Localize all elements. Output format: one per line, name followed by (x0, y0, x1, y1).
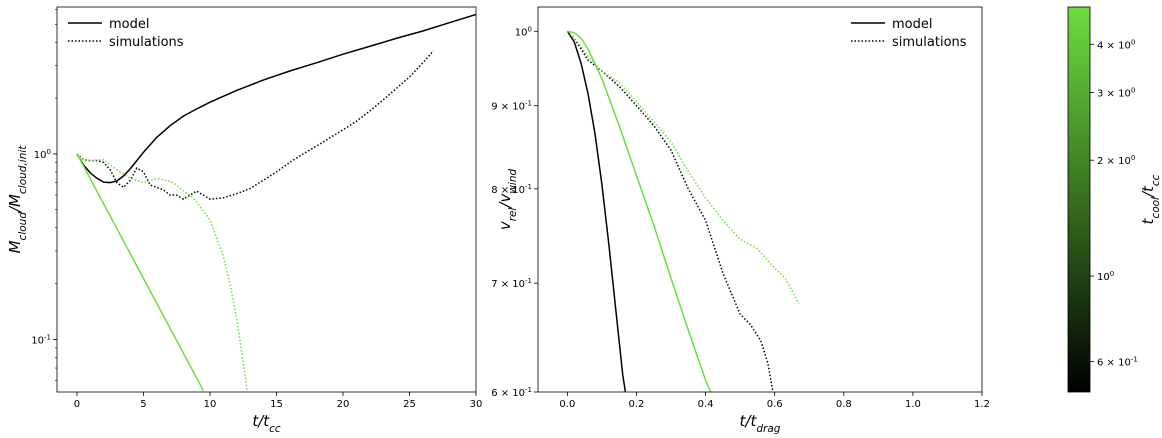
y-axis-label: vrel/vwind (496, 168, 519, 230)
series-line-4 (566, 30, 800, 304)
series-line-1 (566, 30, 627, 392)
x-tick-label: 0.8 (836, 399, 852, 410)
colorbar-tick-label: 4 × 100 (1097, 38, 1135, 51)
legend-label: simulations (109, 35, 184, 50)
x-tick-label: 0 (74, 399, 80, 410)
colorbar-tick-label: 100 (1097, 270, 1114, 283)
x-tick-label: 30 (470, 399, 483, 410)
x-tick-label: 5 (140, 399, 146, 410)
mass-panel: 0 5 10 15 20 25 30 10-1 100 t/tcc Mcloud/Mcloud,in… (6, 6, 483, 435)
series-line-3 (567, 30, 712, 392)
series-line-3 (76, 153, 204, 391)
series-group (76, 13, 476, 391)
series-line-2 (76, 50, 434, 200)
y-tick-label: 8 × 10-1 (491, 183, 532, 196)
x-tick-label: 0.6 (767, 399, 783, 410)
legend-label: simulations (892, 35, 967, 50)
y-axis-label: Mcloud/Mcloud,init (6, 145, 29, 254)
colorbar-tick-label: 2 × 100 (1097, 154, 1135, 167)
legend-label: model (109, 17, 149, 32)
x-axis-label: t/tcc (252, 412, 281, 435)
series-line-2 (566, 30, 774, 392)
series-line-4 (76, 153, 248, 391)
y-tick-label: 10-1 (31, 333, 51, 346)
colorbar-tick-label: 3 × 100 (1097, 86, 1135, 99)
x-tick-label: 0.2 (629, 399, 645, 410)
axes-frame (537, 6, 983, 393)
axes-frame (56, 6, 477, 393)
y-tick-label: 7 × 10-1 (491, 277, 532, 290)
series-line-1 (76, 13, 476, 184)
y-tick-label: 9 × 10-1 (491, 100, 532, 113)
legend: model simulations (851, 17, 967, 50)
colorbar: 6 × 10-1 100 2 × 100 3 × 100 4 × 100 tcool/tc… (1067, 6, 1162, 393)
x-tick-label: 20 (337, 399, 350, 410)
colorbar-tick-label: 6 × 10-1 (1097, 356, 1138, 369)
y-tick-label: 6 × 10-1 (491, 386, 532, 399)
x-tick-label: 0.4 (698, 399, 714, 410)
x-axis-label: t/tdrag (740, 412, 781, 435)
series-group (566, 30, 800, 392)
x-tick-label: 25 (403, 399, 416, 410)
legend: model simulations (68, 17, 184, 50)
x-tick-label: 10 (204, 399, 217, 410)
velocity-panel: 0.0 0.2 0.4 0.6 0.8 1.0 1.2 6 × 10-1 7 × 10-1 8 ×… (491, 6, 990, 435)
y-tick-label: 100 (515, 25, 532, 38)
y-tick-label: 100 (34, 148, 51, 161)
colorbar-strip (1067, 6, 1091, 393)
x-tick-label: 1.2 (974, 399, 990, 410)
x-tick-label: 0.0 (559, 399, 575, 410)
x-tick-label: 15 (270, 399, 283, 410)
colorbar-label: tcool/tcc (1139, 174, 1162, 224)
legend-label: model (892, 17, 932, 32)
x-tick-label: 1.0 (905, 399, 921, 410)
